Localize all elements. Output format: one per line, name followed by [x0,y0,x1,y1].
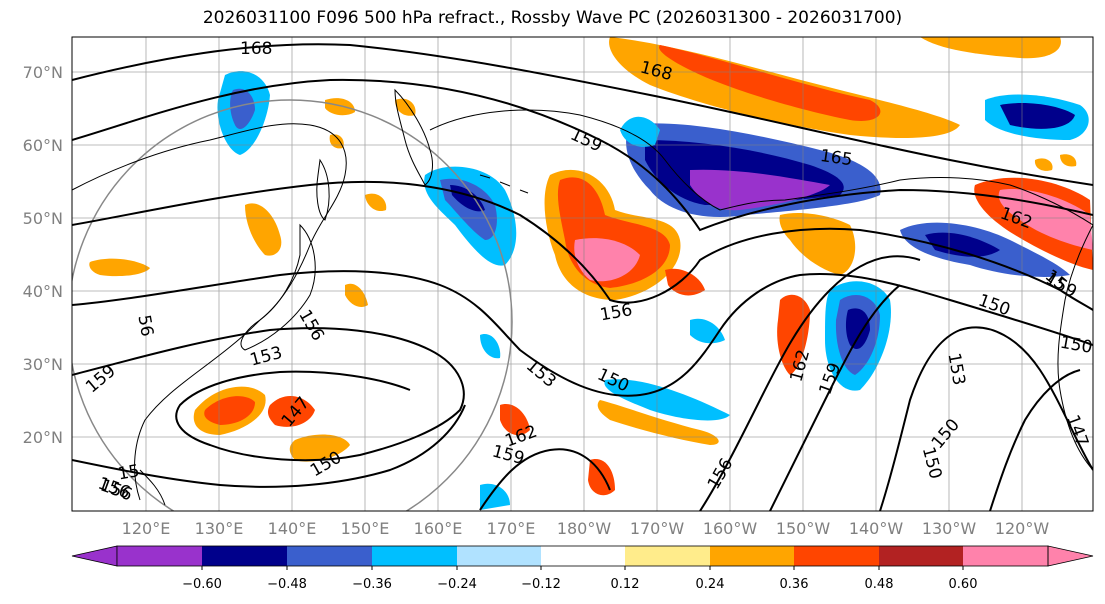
colorbar-segment [625,546,710,566]
colorbar-tick-label: 0.24 [696,577,725,592]
positive-region [204,396,255,425]
map-title: 2026031100 F096 500 hPa refract., Rossby… [202,8,903,28]
colorbar-segment [372,546,457,566]
colorbar-segment [541,546,625,566]
colorbar-segment [457,546,541,566]
latitude-label: 40°N [23,282,63,301]
negative-region [620,116,660,147]
colorbar-tick-label: 0.12 [611,577,640,592]
map-area: 168 168 159 165 162 159 56 156 153 159 1… [72,37,1093,511]
positive-region [500,404,530,436]
colorbar-tick-label: −0.48 [267,577,307,592]
latitude-label: 30°N [23,355,63,374]
longitude-axis: 120°E 130°E 140°E 150°E 160°E 170°E 180°… [122,519,1050,538]
gridlines [72,37,1093,511]
contour-label: 56 [133,313,156,338]
latitude-label: 60°N [23,136,63,155]
positive-region [325,98,355,116]
longitude-label: 140°E [268,519,317,538]
positive-region [720,93,743,113]
colorbar-segment [202,546,287,566]
negative-region [480,334,501,359]
positive-region [89,258,150,277]
colorbar-ticks [201,566,964,570]
colorbar-segment [879,546,963,566]
negative-region [480,483,510,510]
colorbar-segment [117,546,202,566]
positive-region [395,98,416,116]
positive-region [597,400,719,445]
reference-circle [72,99,513,511]
colorbar-segment [710,546,794,566]
latitude-label: 20°N [23,428,63,447]
colorbar-tick-label: 0.36 [780,577,809,592]
positive-region [574,238,640,282]
positive-region [289,434,350,462]
colorbar-extend-right [1047,545,1094,567]
longitude-label: 170°W [630,519,685,538]
latitude-label: 70°N [23,63,63,82]
latitude-axis: 70°N 60°N 50°N 40°N 30°N 20°N [23,63,63,447]
positive-region [665,268,705,296]
longitude-label: 150°E [341,519,390,538]
positive-region [345,283,368,307]
negative-region [450,185,485,212]
longitude-label: 130°E [195,519,244,538]
positive-region [920,37,1061,59]
contour-label: 15 [116,461,141,484]
colorbar-tick-label: −0.60 [182,577,222,592]
latitude-label: 50°N [23,209,63,228]
longitude-label: 160°E [414,519,463,538]
longitude-label: 120°E [122,519,171,538]
negative-region [845,308,870,350]
negative-region [690,169,830,211]
colorbar-tick-label: 0.60 [949,577,978,592]
coastlines [72,88,1093,506]
longitude-label: 140°W [849,519,904,538]
positive-region [777,294,810,375]
positive-region [267,395,315,427]
longitude-label: 150°W [776,519,831,538]
height-contours [72,43,1093,511]
contour-label: 168 [240,39,272,59]
map-frame [71,36,1094,512]
longitude-label: 160°W [703,519,758,538]
negative-region [230,88,255,130]
longitude-label: 170°E [487,519,536,538]
colorbar-extend-left [71,545,118,567]
colorbar-tick-label: 0.48 [865,577,894,592]
positive-region [1060,154,1077,167]
positive-region [245,203,282,256]
colorbar-tick-label: −0.24 [437,577,477,592]
shaded-anomalies [89,37,1093,510]
colorbar-frame [116,545,1049,567]
colorbar-segment [794,546,879,566]
colorbar-segment [287,546,372,566]
contour-label: 165 [819,146,854,170]
longitude-label: 130°W [922,519,977,538]
longitude-label: 120°W [995,519,1050,538]
negative-region [925,232,1000,257]
negative-region [604,379,730,421]
positive-region [365,193,387,212]
positive-region [659,45,881,121]
colorbar-segment [963,546,1048,566]
colorbar: −0.60 −0.48 −0.36 −0.24 −0.12 0.12 0.24 … [71,545,1094,592]
colorbar-tick-label: −0.36 [352,577,392,592]
negative-region [1000,103,1075,129]
longitude-label: 180°W [557,519,612,538]
positive-region [1034,158,1053,171]
colorbar-tick-label: −0.12 [521,577,561,592]
